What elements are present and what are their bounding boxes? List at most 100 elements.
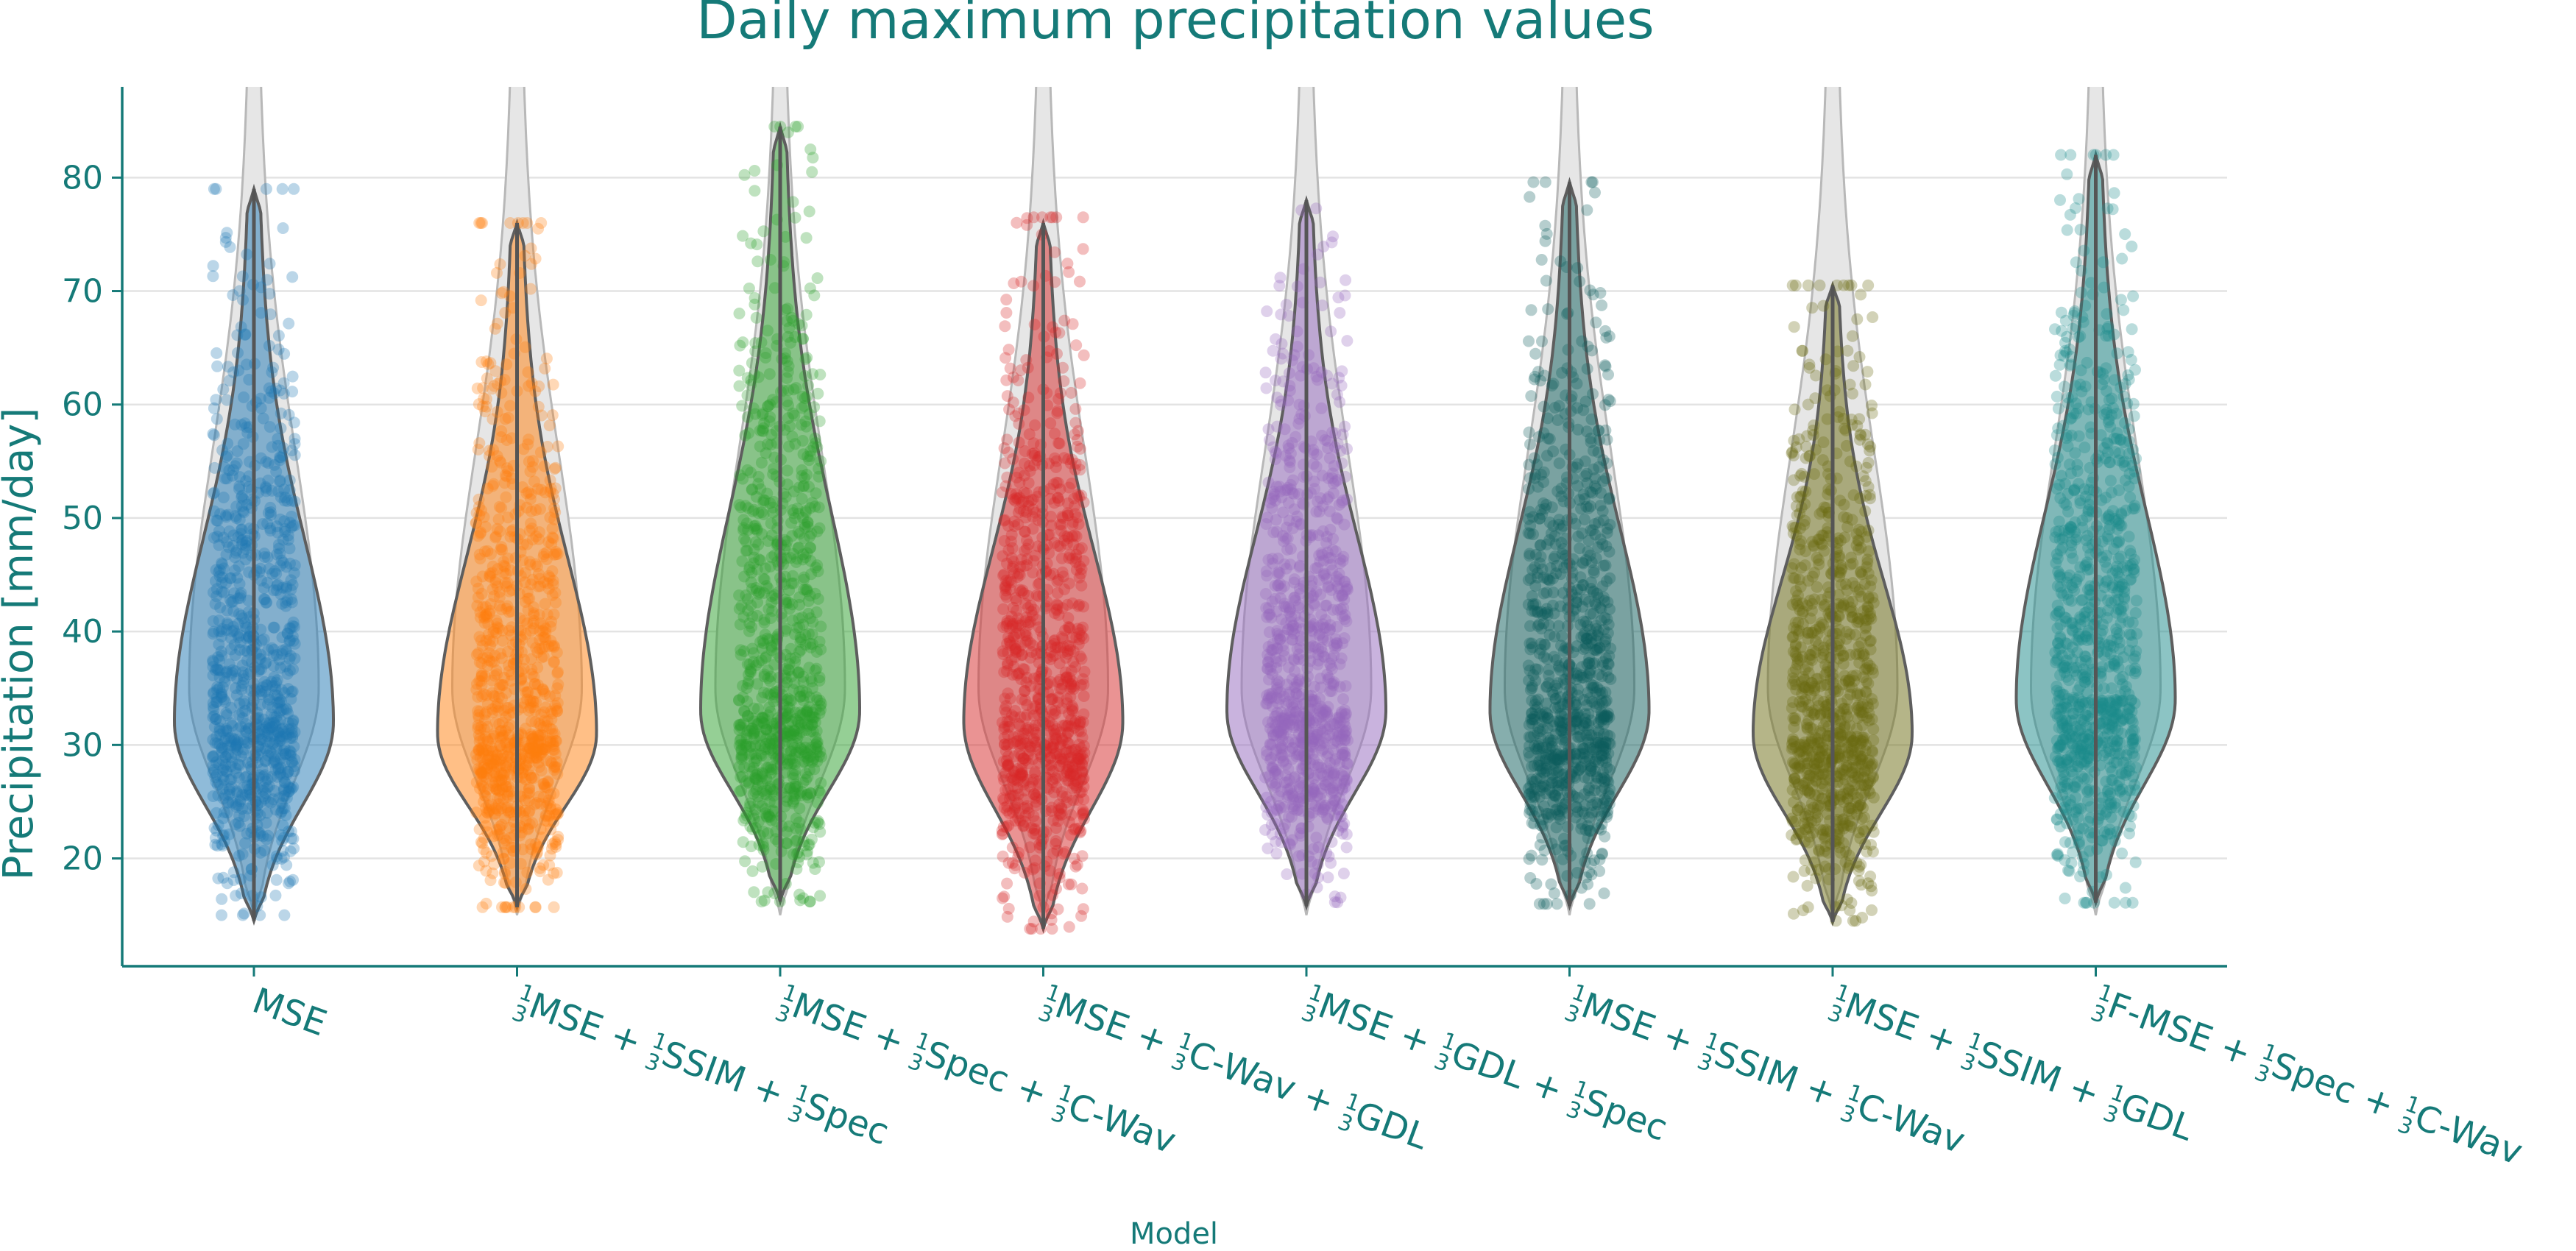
data-point (260, 456, 272, 468)
violin-points (207, 182, 301, 921)
data-point (275, 853, 288, 865)
data-point (477, 382, 489, 394)
data-point (807, 857, 819, 869)
data-point (267, 621, 280, 634)
data-point (273, 706, 286, 718)
data-point (1293, 398, 1306, 411)
data-point (276, 598, 289, 610)
data-point (1597, 514, 1610, 527)
data-point (782, 399, 794, 411)
data-point (207, 697, 219, 709)
data-point (1281, 543, 1293, 556)
data-point (256, 734, 268, 746)
data-point (281, 667, 294, 680)
data-point (532, 222, 545, 235)
data-point (274, 454, 286, 467)
data-point (216, 746, 228, 759)
data-point (269, 565, 281, 578)
data-point (526, 461, 539, 473)
data-point (1581, 363, 1593, 375)
data-point (233, 514, 246, 526)
data-point (520, 883, 532, 895)
data-point (281, 594, 294, 606)
data-point (221, 472, 233, 485)
data-point (284, 517, 297, 529)
data-point (1524, 191, 1536, 203)
data-point (1022, 802, 1034, 815)
data-point (216, 630, 228, 642)
data-point (286, 726, 298, 739)
data-point (744, 665, 757, 678)
data-point (275, 734, 287, 746)
data-point (242, 789, 254, 801)
data-point (231, 787, 244, 799)
data-point (1323, 623, 1336, 636)
data-point (1021, 219, 1033, 231)
data-point (228, 587, 241, 600)
data-point (1073, 598, 1086, 611)
data-point (526, 737, 538, 749)
data-point (208, 531, 220, 544)
data-point (1321, 369, 1334, 382)
data-point (273, 653, 286, 666)
data-point (813, 707, 826, 720)
data-point (213, 614, 225, 627)
data-point (1339, 746, 1351, 759)
data-point (804, 744, 817, 756)
data-point (268, 643, 280, 656)
data-point (233, 809, 246, 822)
data-point (286, 782, 298, 795)
data-point (782, 366, 794, 378)
data-point (764, 254, 776, 266)
data-point (1262, 640, 1275, 653)
data-point (273, 693, 286, 706)
data-point (812, 592, 824, 605)
data-point (271, 674, 283, 687)
data-point (1590, 316, 1602, 329)
data-point (225, 669, 238, 681)
data-point (548, 901, 560, 913)
data-point (741, 464, 754, 476)
data-point (272, 433, 284, 445)
data-point (498, 559, 510, 572)
data-point (262, 829, 275, 842)
data-point (236, 684, 248, 696)
data-point (238, 417, 251, 430)
data-point (288, 182, 300, 195)
data-point (276, 645, 289, 657)
data-point (286, 723, 298, 735)
data-point (277, 442, 290, 454)
data-point (257, 412, 269, 425)
data-point (999, 480, 1012, 492)
data-point (210, 824, 223, 837)
data-point (213, 625, 225, 637)
data-point (263, 717, 276, 729)
data-point (216, 754, 229, 767)
data-point (219, 235, 232, 248)
data-point (236, 803, 249, 815)
data-point (1338, 770, 1351, 783)
data-point (266, 642, 278, 654)
data-point (233, 698, 246, 710)
data-point (219, 759, 232, 771)
data-point (277, 819, 289, 832)
data-point (261, 274, 273, 286)
data-point (762, 664, 774, 676)
data-point (788, 485, 800, 497)
data-point (1270, 835, 1282, 848)
data-point (258, 676, 271, 688)
data-point (218, 586, 230, 599)
data-point (210, 182, 222, 195)
data-point (470, 575, 483, 588)
data-point (1269, 781, 1281, 793)
data-point (532, 737, 545, 750)
data-point (526, 522, 538, 535)
data-point (289, 433, 301, 445)
data-point (260, 597, 272, 609)
data-point (230, 500, 243, 513)
data-point (283, 622, 296, 634)
data-point (282, 529, 294, 542)
data-point (785, 642, 797, 655)
data-point (243, 723, 255, 735)
data-point (227, 540, 239, 552)
